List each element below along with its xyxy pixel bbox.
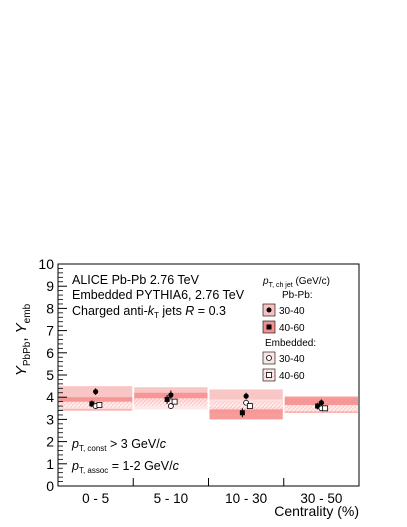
y-tick-label: 9 [46,278,54,294]
y-tick-label: 1 [46,456,54,472]
y-tick-label: 6 [46,345,54,361]
y-tick-label: 5 [46,367,54,383]
data-point-pbpb-40-60-bin2 [239,410,245,416]
annotation-assoc-cut: pT, assoc = 1-2 GeV/c [71,459,180,475]
data-point-pbpb-40-60-bin3 [315,403,321,409]
data-points [89,388,329,418]
legend-label-pbpb-30-40: 30-40 [279,306,305,317]
data-point-embedded-40-60-bin2 [246,403,253,409]
data-point-embedded-30-40-bin1 [167,403,174,409]
annotation-const-cut: pT, const > 3 GeV/c [71,437,167,453]
x-axis-title: Centrality (%) [274,503,359,519]
systematic-bands [59,386,358,420]
legend-group-pbpb: Pb-Pb: [282,290,313,301]
y-tick-label: 2 [46,434,54,450]
sys-band-embedded-40-60-bin2 [209,402,283,410]
data-point-pbpb-30-40-bin2 [243,393,249,399]
data-point-pbpb-30-40-bin1 [168,392,174,398]
y-tick-label: 4 [46,389,54,405]
x-tick-label: 0 - 5 [82,491,109,506]
x-tick-label: 5 - 10 [154,491,189,506]
legend-label-pbpb-40-60: 40-60 [279,323,305,334]
y-tick-label: 7 [46,323,54,339]
annotation-embedded: Embedded PYTHIA6, 2.76 TeV [72,288,245,302]
sys-band-embedded-40-60-bin1 [134,398,208,407]
legend-header: pT, ch jet (GeV/c) [262,276,330,289]
annotation-collaboration: ALICE Pb-Pb 2.76 TeV [72,273,200,287]
legend: pT, ch jet (GeV/c) Pb-Pb: Embedded: 30-4… [262,276,330,382]
legend-marker-emb-30-40 [266,355,272,361]
annotation-jets: Charged anti-kT jets R = 0.3 [72,304,226,320]
legend-label-emb-30-40: 30-40 [279,354,305,365]
y-tick-label: 3 [46,411,54,427]
data-point-embedded-40-60-bin0 [96,402,103,408]
legend-marker-pbpb-30-40 [266,307,272,313]
data-point-pbpb-40-60-bin1 [164,396,170,402]
x-tick-label: 10 - 30 [225,491,267,506]
legend-marker-emb-40-60 [266,372,272,378]
data-point-pbpb-30-40-bin0 [93,389,99,395]
x-tick-label: 30 - 50 [300,491,342,506]
y-tick-label: 0 [46,478,54,494]
data-point-pbpb-40-60-bin0 [89,401,95,407]
legend-group-embedded: Embedded: [265,338,316,349]
y-axis: 0 1 2 3 4 5 6 7 8 9 10 [38,256,67,494]
y-tick-label: 8 [46,300,54,316]
legend-label-emb-40-60: 40-60 [279,371,305,382]
data-point-embedded-40-60-bin3 [322,405,329,412]
data-point-embedded-40-60-bin1 [171,398,178,405]
legend-marker-pbpb-40-60 [266,324,272,330]
y-axis-title: YPbPb, Yemb [13,303,33,376]
y-tick-label: 10 [38,256,54,272]
x-axis: 0 - 5 5 - 10 10 - 30 30 - 50 [57,478,360,506]
